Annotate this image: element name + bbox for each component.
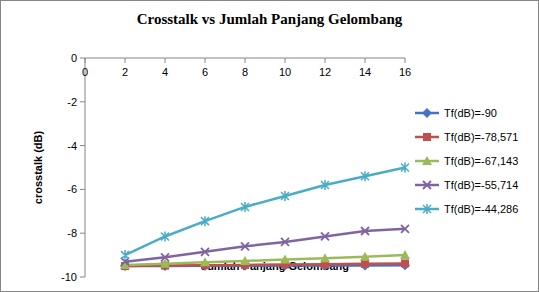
series-marker bbox=[360, 252, 370, 261]
chart-border bbox=[1, 1, 539, 292]
y-tick bbox=[80, 233, 85, 234]
x-tick bbox=[205, 58, 206, 63]
series-marker bbox=[401, 225, 409, 233]
legend-marker bbox=[423, 133, 431, 141]
x-tick-label: 8 bbox=[242, 66, 248, 78]
legend-marker bbox=[423, 204, 431, 214]
series-marker bbox=[281, 238, 289, 246]
y-tick bbox=[80, 189, 85, 190]
series-marker bbox=[360, 260, 370, 270]
series-marker bbox=[361, 171, 369, 181]
x-tick bbox=[405, 58, 406, 63]
y-tick-label: -10 bbox=[61, 271, 77, 283]
y-tick bbox=[80, 101, 85, 102]
series-marker bbox=[401, 259, 409, 267]
chart: Crosstalk vs Jumlah Panjang Gelombang cro… bbox=[0, 0, 539, 292]
x-tick bbox=[165, 58, 166, 63]
y-tick-label: -2 bbox=[67, 96, 77, 108]
x-tick-label: 12 bbox=[319, 66, 331, 78]
legend-marker bbox=[423, 181, 431, 189]
y-tick-label: -4 bbox=[67, 140, 77, 152]
y-axis-line bbox=[85, 58, 86, 277]
x-tick-label: 2 bbox=[122, 66, 128, 78]
series-marker bbox=[281, 191, 289, 201]
y-tick bbox=[80, 58, 85, 59]
series-marker bbox=[320, 253, 330, 262]
series-marker bbox=[200, 257, 210, 266]
x-tick-label: 10 bbox=[279, 66, 291, 78]
series-marker bbox=[321, 180, 329, 190]
x-tick-label: 0 bbox=[82, 66, 88, 78]
x-tick bbox=[125, 58, 126, 63]
x-tick bbox=[245, 58, 246, 63]
legend-marker bbox=[422, 108, 432, 118]
legend-label: Tf(dB)=-90 bbox=[444, 107, 497, 119]
y-tick-label: -8 bbox=[67, 227, 77, 239]
x-tick bbox=[85, 58, 86, 63]
series-marker bbox=[400, 260, 410, 270]
series-marker bbox=[201, 248, 209, 256]
legend-label: Tf(dB)=-78,571 bbox=[444, 131, 518, 143]
series-marker bbox=[240, 256, 250, 265]
y-tick-label: -6 bbox=[67, 183, 77, 195]
x-tick-label: 6 bbox=[202, 66, 208, 78]
legend-label: Tf(dB)=-44,286 bbox=[444, 203, 518, 215]
y-axis-title: crosstalk (dB) bbox=[32, 130, 44, 204]
series-marker bbox=[121, 250, 129, 260]
series-marker bbox=[280, 254, 290, 263]
series-marker bbox=[241, 202, 249, 212]
y-tick bbox=[80, 145, 85, 146]
series-line bbox=[125, 168, 405, 256]
legend: Tf(dB)=-90 Tf(dB)=-78,571 Tf(dB)=-67,143 Tf… bbox=[415, 107, 518, 215]
legend-label: Tf(dB)=-55,714 bbox=[444, 179, 518, 191]
series-marker bbox=[361, 227, 369, 235]
x-tick bbox=[365, 58, 366, 63]
legend-label: Tf(dB)=-67,143 bbox=[444, 155, 518, 167]
x-tick-label: 16 bbox=[399, 66, 411, 78]
series-marker bbox=[161, 231, 169, 241]
series-marker bbox=[401, 163, 409, 173]
series-marker bbox=[161, 253, 169, 261]
y-tick bbox=[80, 277, 85, 278]
chart-title: Crosstalk vs Jumlah Panjang Gelombang bbox=[137, 11, 403, 27]
legend-marker bbox=[422, 156, 432, 165]
x-tick-label: 4 bbox=[162, 66, 168, 78]
x-tick bbox=[285, 58, 286, 63]
series-marker bbox=[241, 242, 249, 250]
x-tick-label: 14 bbox=[359, 66, 371, 78]
series-marker bbox=[321, 232, 329, 240]
y-tick-label: 0 bbox=[71, 52, 77, 64]
series-marker bbox=[361, 260, 369, 268]
x-tick bbox=[325, 58, 326, 63]
series-marker bbox=[201, 216, 209, 226]
plot-area bbox=[120, 163, 410, 272]
series-marker bbox=[400, 250, 410, 259]
